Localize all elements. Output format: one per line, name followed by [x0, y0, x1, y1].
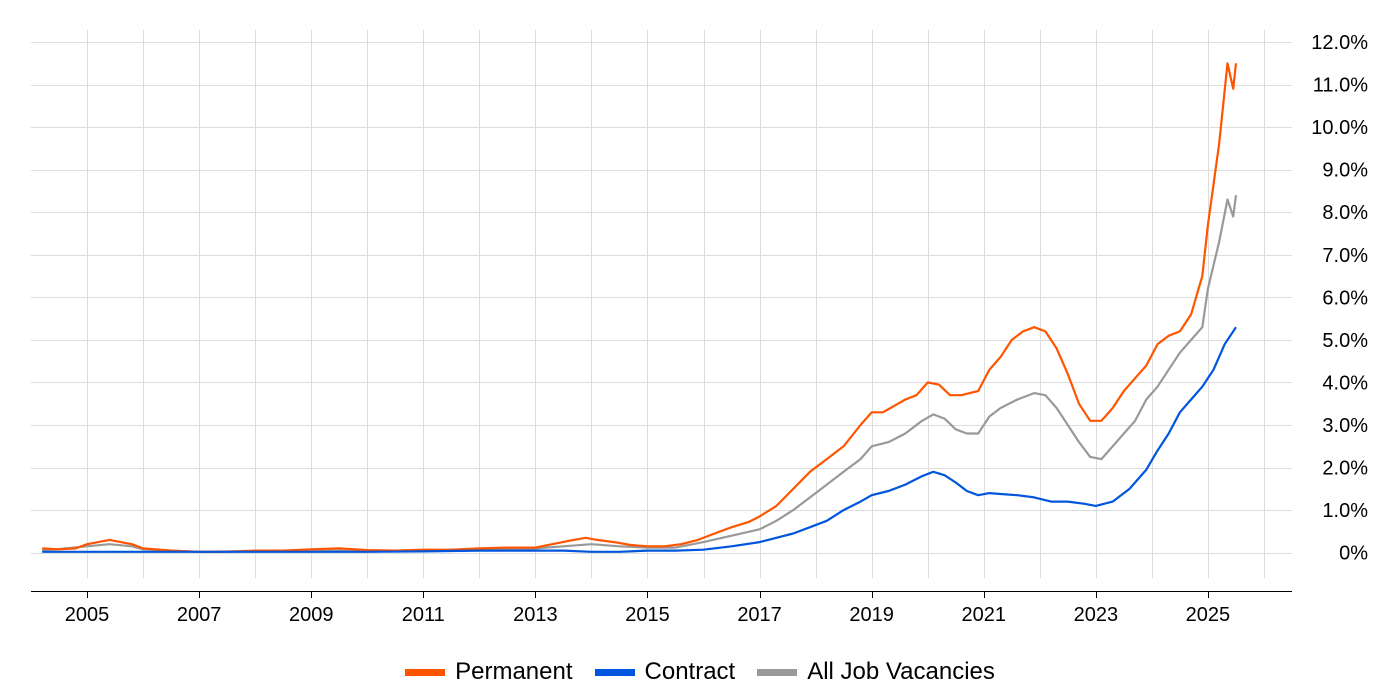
grid-layer	[31, 30, 1292, 578]
y-tick-label: 4.0%	[1322, 372, 1368, 394]
x-tick-label: 2017	[737, 604, 782, 626]
axis-layer	[31, 591, 1292, 598]
legend-label-all-job-vacancies: All Job Vacancies	[807, 658, 995, 685]
y-tick-label: 2.0%	[1322, 458, 1368, 480]
y-tick-label: 0%	[1339, 543, 1368, 565]
x-tick-label: 2013	[513, 604, 558, 626]
series-line-contract	[42, 326, 1237, 553]
y-tick-label: 10.0%	[1311, 117, 1368, 139]
x-tick-label: 2015	[625, 604, 670, 626]
legend-item-permanent: Permanent	[405, 658, 573, 686]
label-layer: 0% 1.0% 2.0% 3.0% 4.0% 5.0% 6.0% 7.0% 8.0% 9.0% 10…	[65, 32, 1368, 626]
x-tick-label: 2023	[1074, 604, 1119, 626]
x-tick-label: 2005	[65, 604, 110, 626]
legend-label-permanent: Permanent	[455, 658, 573, 685]
x-tick-label: 2021	[962, 604, 1007, 626]
y-tick-label: 7.0%	[1322, 245, 1368, 267]
legend-swatch-all-job-vacancies	[757, 668, 798, 676]
y-tick-label: 3.0%	[1322, 415, 1368, 437]
legend-label-contract: Contract	[644, 658, 736, 685]
y-tick-label: 6.0%	[1322, 287, 1368, 309]
y-tick-label: 12.0%	[1311, 32, 1368, 54]
legend-swatch-permanent	[405, 668, 446, 676]
legend-item-contract: Contract	[594, 658, 736, 686]
y-tick-label: 5.0%	[1322, 330, 1368, 352]
y-tick-label: 8.0%	[1322, 202, 1368, 224]
chart-legend: Permanent Contract All Job Vacancies	[0, 650, 1400, 694]
x-tick-label: 2009	[289, 604, 334, 626]
series-layer	[42, 62, 1238, 553]
x-tick-label: 2007	[177, 604, 222, 626]
legend-swatch-contract	[594, 668, 635, 676]
y-tick-label: 9.0%	[1322, 160, 1368, 182]
series-line-permanent	[42, 62, 1238, 553]
legend-item-all-job-vacancies: All Job Vacancies	[757, 658, 995, 686]
y-tick-label: 1.0%	[1322, 500, 1368, 522]
x-tick-label: 2019	[849, 604, 894, 626]
y-tick-label: 11.0%	[1313, 75, 1368, 97]
series-line-all-job-vacancies	[42, 195, 1238, 553]
x-tick-label: 2011	[402, 604, 445, 626]
x-tick-label: 2025	[1186, 604, 1231, 626]
